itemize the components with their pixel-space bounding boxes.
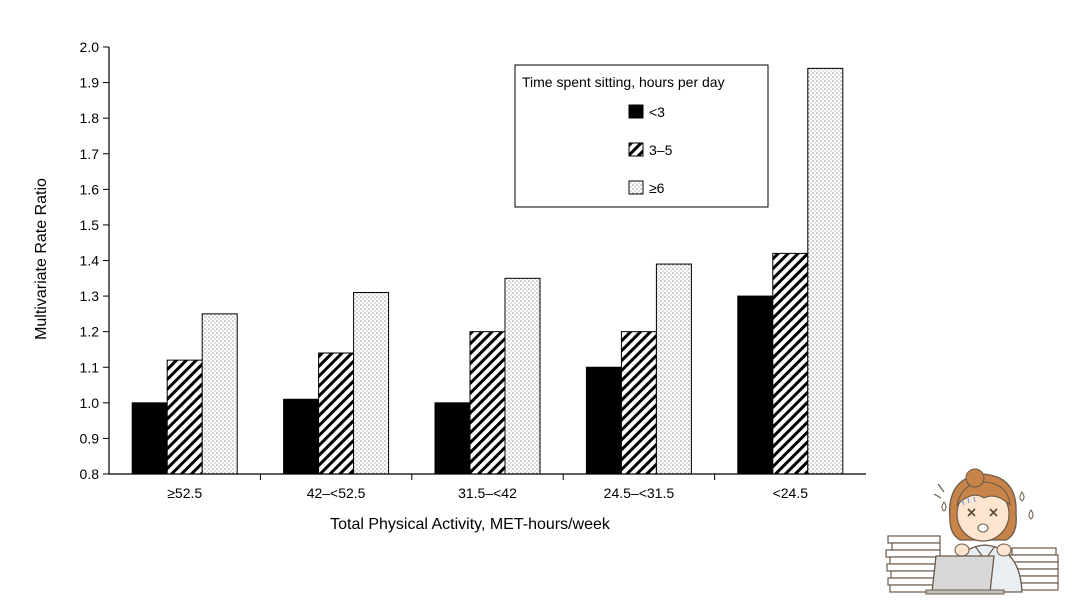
bar-2-5: [772, 252, 809, 475]
x-tick-label: 24.5–<31.5: [604, 485, 675, 501]
bar-3-1: [201, 313, 238, 475]
bar-1-4: [585, 366, 622, 475]
x-tick-label: 42–<52.5: [307, 485, 366, 501]
y-tick-label: 0.8: [80, 466, 100, 482]
bar-3-3: [504, 277, 541, 475]
bar-1-1: [131, 402, 168, 475]
bar-2-4: [620, 331, 657, 475]
x-axis-title: Total Physical Activity, MET-hours/week: [330, 516, 611, 533]
bar-2-2: [318, 352, 355, 475]
paper-stack-left-icon: [885, 535, 941, 593]
bar-1-5: [737, 295, 774, 475]
y-axis-title: Multivariate Rate Ratio: [33, 178, 50, 340]
y-tick-label: 1.7: [80, 146, 100, 162]
y-axis-ticks: 0.8 0.9 1.0 1.1 1.2 1.3 1.4 1.5 1.6 1.7 1.8 1.9 2.0: [80, 39, 109, 482]
y-tick-label: 1.2: [80, 324, 100, 340]
legend: Time spent sitting, hours per day <3 3–5 ≥…: [514, 64, 769, 208]
legend-label-2: 3–5: [649, 142, 673, 158]
bar-3-2: [353, 292, 390, 475]
y-tick-label: 1.6: [80, 181, 100, 197]
legend-swatch-1: [628, 104, 644, 119]
bars: [131, 67, 844, 475]
stressed-worker-illustration: [885, 468, 1059, 595]
x-axis-ticks: ≥52.5 42–<52.5 31.5–<42 24.5–<31.5 <24.5: [167, 474, 808, 501]
x-tick-label: <24.5: [773, 485, 809, 501]
x-tick-label: 31.5–<42: [458, 485, 517, 501]
laptop-icon: [931, 555, 995, 593]
legend-label-3: ≥6: [649, 180, 665, 196]
x-tick-label: ≥52.5: [167, 485, 202, 501]
y-tick-label: 1.4: [80, 253, 100, 269]
y-tick-label: 1.5: [80, 217, 100, 233]
legend-swatch-2: [628, 142, 644, 157]
bar-2-3: [469, 331, 506, 475]
legend-title: Time spent sitting, hours per day: [522, 74, 725, 90]
y-tick-label: 1.8: [80, 110, 100, 126]
bar-1-3: [434, 402, 471, 475]
y-tick-label: 0.9: [80, 430, 100, 446]
y-tick-label: 1.1: [80, 359, 100, 375]
y-tick-label: 1.0: [80, 395, 100, 411]
bar-1-2: [283, 398, 320, 475]
bar-3-5: [807, 67, 844, 475]
bar-3-4: [655, 263, 692, 475]
y-tick-label: 2.0: [80, 39, 100, 55]
y-tick-label: 1.3: [80, 288, 100, 304]
legend-swatch-3: [628, 180, 644, 195]
legend-label-1: <3: [649, 104, 665, 120]
legend-items: <3 3–5 ≥6: [628, 104, 673, 196]
y-tick-label: 1.9: [80, 75, 100, 91]
bar-2-1: [166, 359, 203, 475]
